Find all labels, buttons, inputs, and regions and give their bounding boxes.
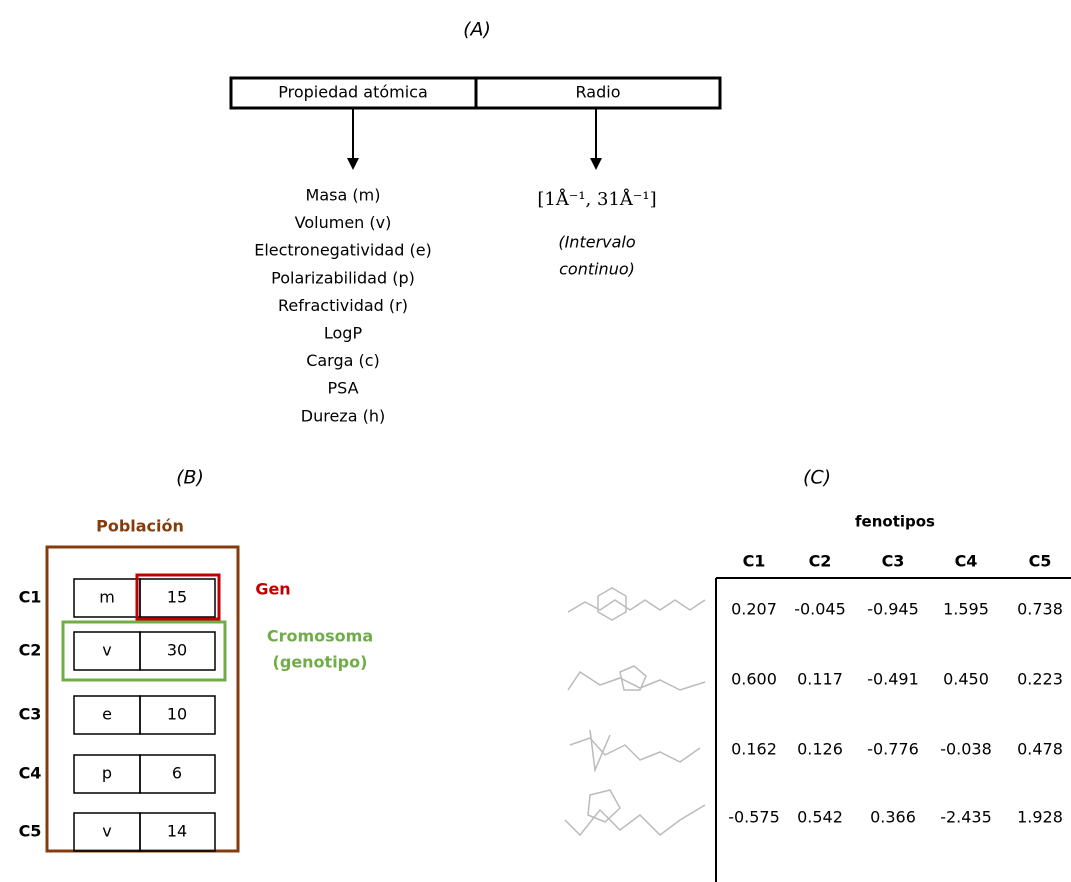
gene-value: 10 — [167, 705, 187, 724]
chromosome-name: C3 — [19, 705, 42, 724]
interval-note: (Intervalo — [558, 233, 636, 252]
interval-note: continuo) — [559, 260, 635, 279]
chromosome-name: C2 — [19, 641, 42, 660]
gene-value: 6 — [172, 764, 182, 783]
figure: (A) Propiedad atómica Radio Masa (m) Volumen… — [0, 0, 1071, 882]
phenotype-value: -0.038 — [940, 740, 992, 759]
phenotype-value: 1.595 — [943, 600, 989, 619]
arrow-head — [347, 158, 359, 170]
property: Electronegatividad (e) — [254, 241, 432, 260]
column-header: C4 — [955, 552, 978, 571]
chromosome-label: Cromosoma — [267, 627, 373, 646]
property: Refractividad (r) — [278, 296, 408, 315]
phenotype-value: -0.945 — [867, 600, 919, 619]
panel-label: (A) — [463, 19, 491, 41]
property: PSA — [327, 379, 358, 398]
phenotype-value: 0.126 — [797, 740, 843, 759]
property: Polarizabilidad (p) — [271, 268, 415, 287]
phenotype-title: fenotipos — [855, 513, 935, 531]
phenotype-value: 1.928 — [1017, 808, 1063, 827]
gene: v — [102, 822, 111, 841]
gene-value: 30 — [167, 641, 187, 660]
population-box — [47, 547, 238, 851]
gene: v — [102, 641, 111, 660]
molecule-sketches — [565, 588, 705, 835]
gene: m — [99, 588, 115, 607]
header-cell: Radio — [576, 83, 621, 102]
gene-value: 14 — [167, 822, 187, 841]
arrow-head — [590, 158, 602, 170]
column-header: C3 — [882, 552, 905, 571]
gene: e — [102, 705, 112, 724]
phenotype-value: 0.738 — [1017, 600, 1063, 619]
page: (A) Propiedad atómica Radio Masa (m) Volumen… — [0, 0, 1071, 882]
phenotype-value: 0.600 — [731, 670, 777, 689]
property: Masa (m) — [306, 186, 381, 205]
property: LogP — [324, 324, 363, 343]
population-title: Población — [96, 517, 184, 536]
gene-value: 15 — [167, 588, 187, 607]
phenotype-value: 0.366 — [870, 808, 916, 827]
chromosome-name: C5 — [19, 822, 42, 841]
column-header: C5 — [1029, 552, 1052, 571]
phenotype-value: 0.450 — [943, 670, 989, 689]
phenotype-value: -0.575 — [728, 808, 780, 827]
chromosome-highlight — [63, 622, 225, 680]
chromosome-label: (genotipo) — [273, 653, 368, 672]
phenotype-value: -0.776 — [867, 740, 919, 759]
column-header: C1 — [743, 552, 766, 571]
property: Volumen (v) — [295, 213, 392, 232]
gene-label: Gen — [255, 580, 290, 599]
property: Carga (c) — [306, 351, 380, 370]
panel-label: (C) — [803, 467, 831, 489]
gene: p — [102, 764, 112, 783]
chromosome-name: C1 — [19, 588, 42, 607]
phenotype-value: -0.045 — [794, 600, 846, 619]
panel-label: (B) — [176, 467, 204, 489]
interval: [1Å⁻¹, 31Å⁻¹] — [537, 188, 656, 210]
property: Dureza (h) — [301, 406, 385, 425]
phenotype-value: -2.435 — [940, 808, 992, 827]
column-header: C2 — [809, 552, 832, 571]
header-cell: Propiedad atómica — [278, 83, 428, 102]
phenotype-value: 0.162 — [731, 740, 777, 759]
phenotype-value: 0.223 — [1017, 670, 1063, 689]
phenotype-value: 0.207 — [731, 600, 777, 619]
phenotype-value: -0.491 — [867, 670, 919, 689]
chromosome-name: C4 — [19, 764, 42, 783]
phenotype-value: 0.542 — [797, 808, 843, 827]
phenotype-value: 0.478 — [1017, 740, 1063, 759]
phenotype-value: 0.117 — [797, 670, 843, 689]
